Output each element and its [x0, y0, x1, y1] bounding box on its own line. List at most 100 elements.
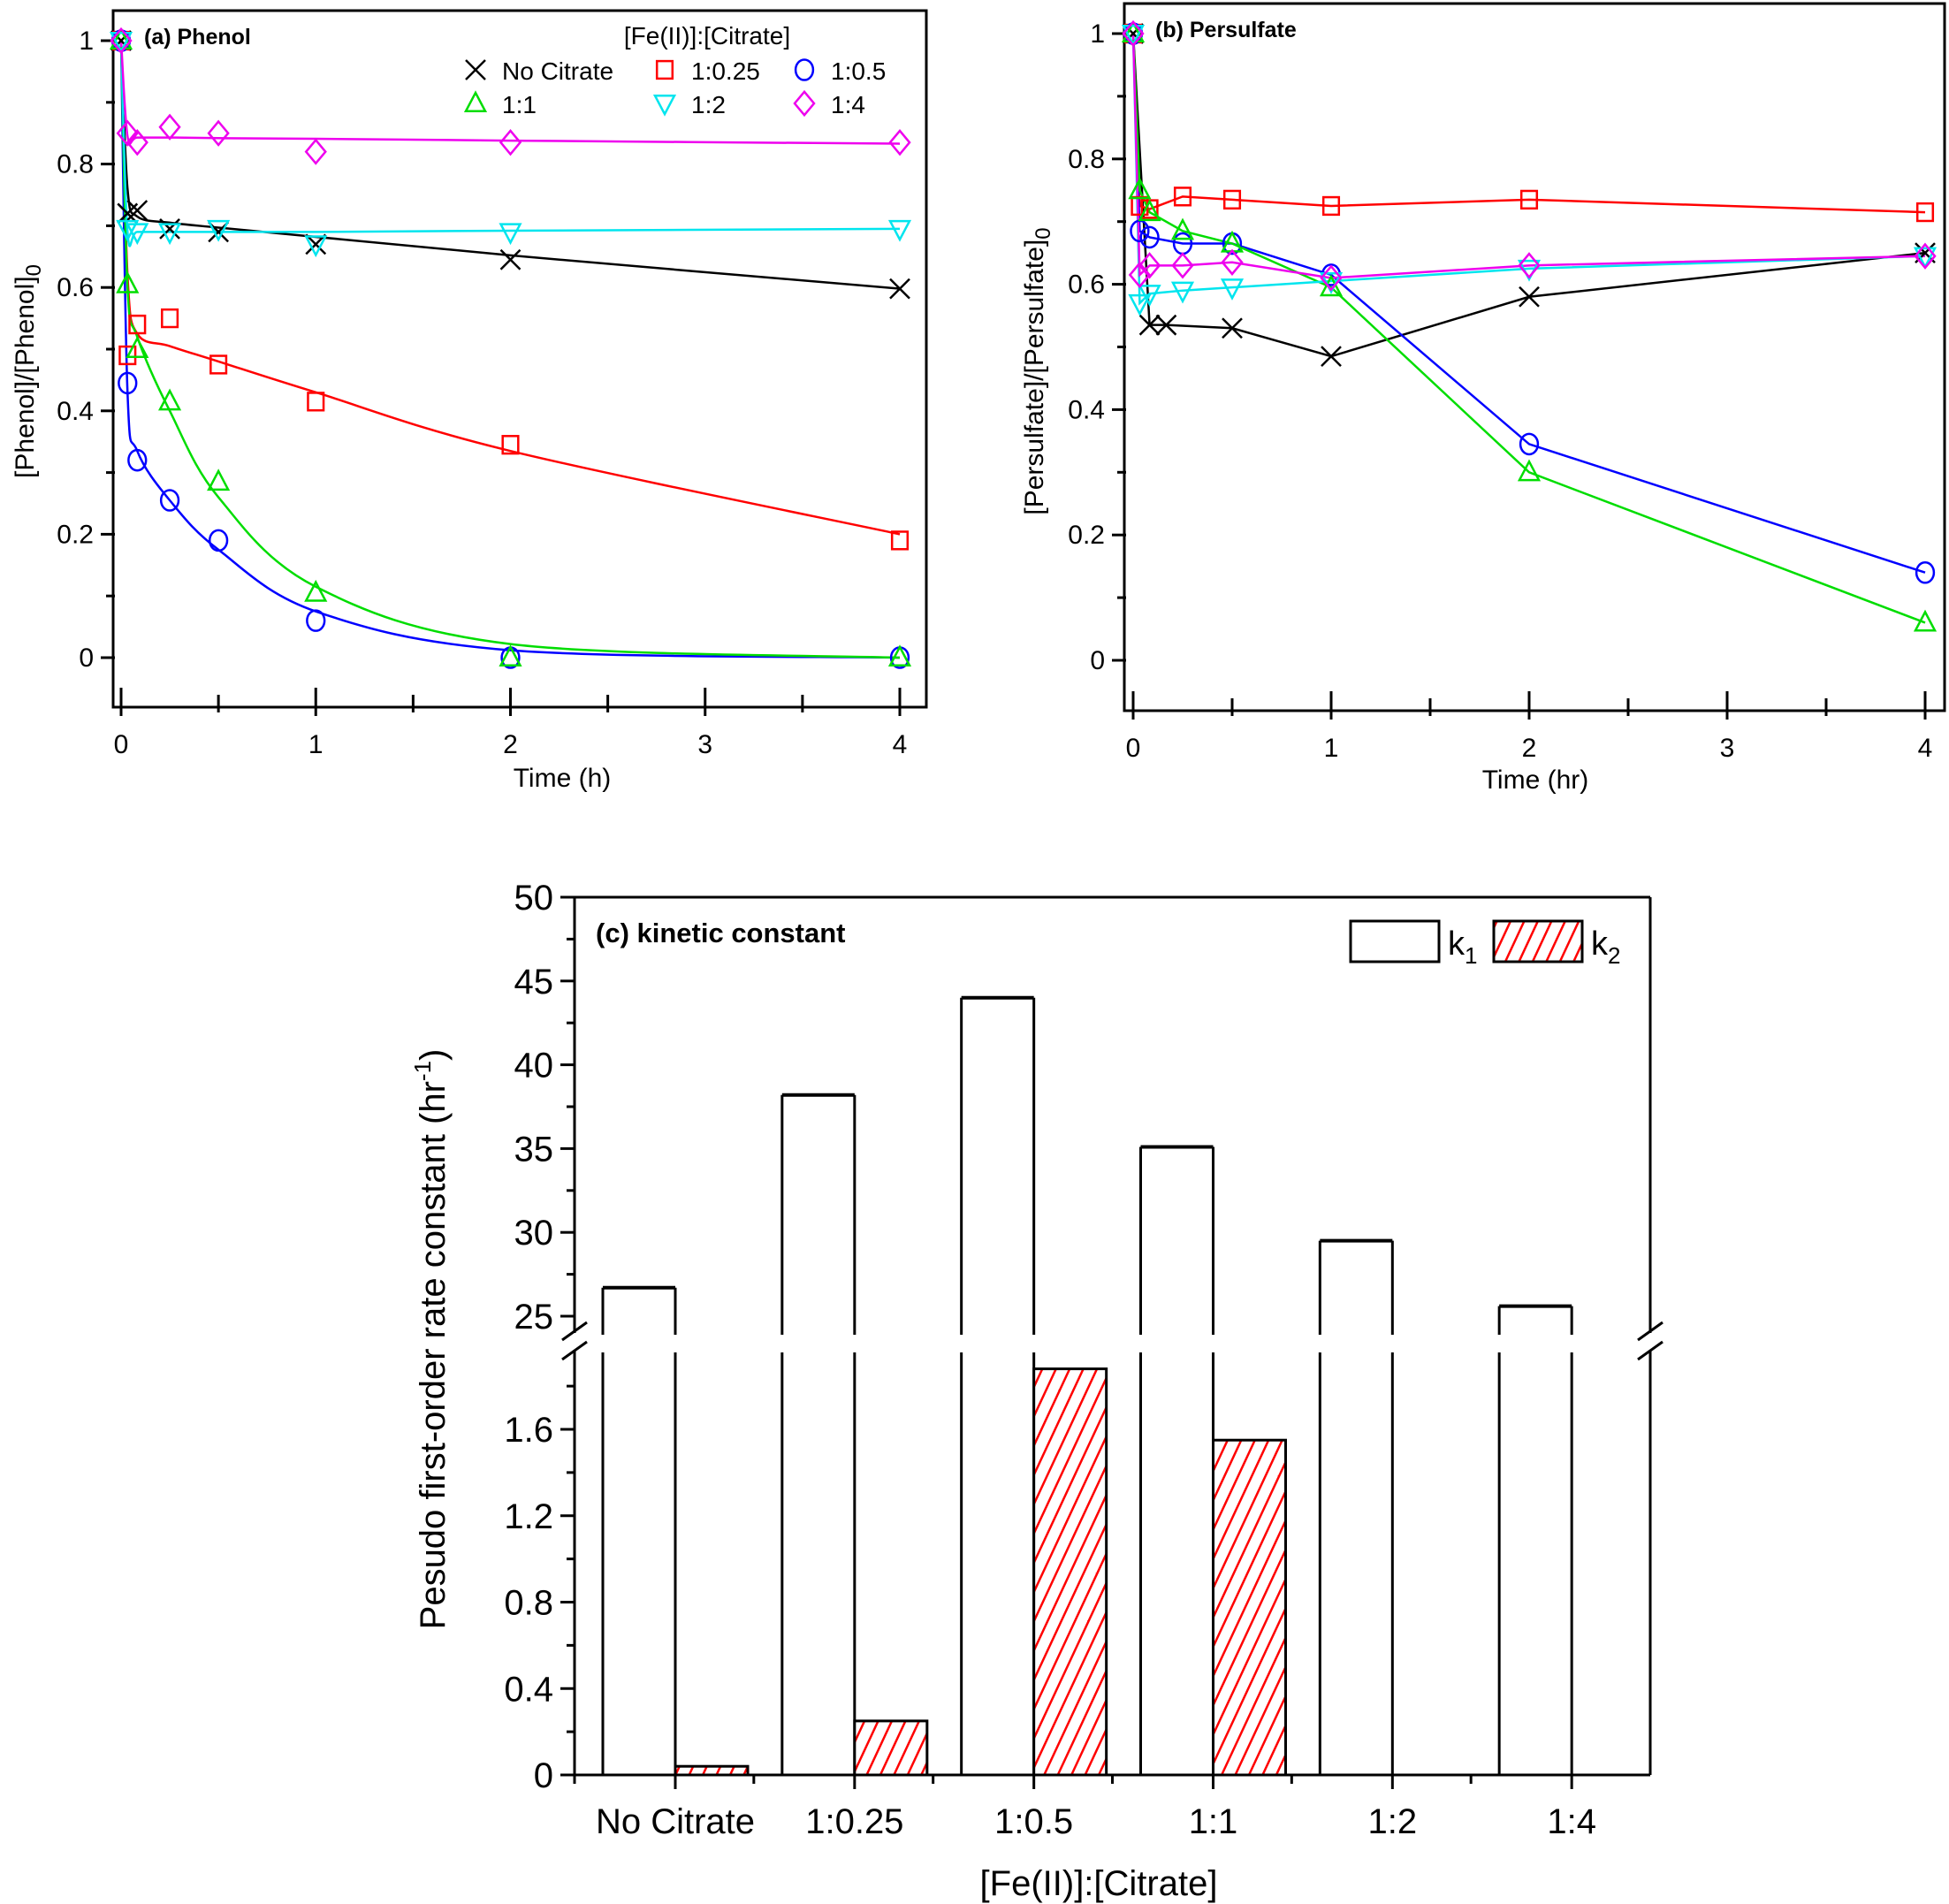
- data-point-1-1: [304, 579, 328, 602]
- data-point-1-2: [1128, 293, 1152, 316]
- data-point-1-1: [887, 644, 912, 667]
- data-point-no-citrate: [159, 218, 180, 240]
- x-tick-label: 3: [697, 730, 712, 759]
- data-point-1-0-25: [1173, 187, 1192, 207]
- series-line-no-citrate: [119, 40, 901, 290]
- data-point-1-0-25: [118, 345, 137, 366]
- legend-subscript: 2: [1608, 942, 1620, 969]
- data-point-1-4: [499, 129, 522, 156]
- bar-k2-1-0-5: [1032, 1367, 1108, 1777]
- data-point-1-0-25: [501, 435, 520, 455]
- data-point-1-2: [207, 219, 231, 242]
- marker-stroke: [126, 200, 148, 221]
- panel-c-title: (c) kinetic constant: [596, 918, 846, 948]
- x-tick-label: 0: [1126, 734, 1141, 763]
- legend-marker-1-0-25: [655, 59, 674, 80]
- x-tick-label: 2: [503, 730, 518, 759]
- legend-marker-1-2: [652, 94, 677, 117]
- data-point-1-4: [1914, 242, 1937, 270]
- data-point-1-1: [1121, 20, 1146, 43]
- x-tick-label: 1:1: [1189, 1802, 1238, 1841]
- data-point-1-4: [1320, 264, 1343, 292]
- axis-break-mark: [1637, 1321, 1664, 1342]
- marker-stroke: [1321, 346, 1342, 368]
- series-line-no-citrate: [1131, 33, 1926, 358]
- series-line-1-0-5: [1131, 33, 1926, 574]
- axis-break-mark: [561, 1340, 588, 1361]
- data-point-1-4: [1171, 252, 1194, 279]
- panel-b-persulfate: 0 0.2 0.4 0.6 0.8 1 0 1 2 3 4 (b) Persulfate Time …: [1020, 2, 1946, 795]
- data-point-1-2: [499, 223, 522, 246]
- data-point-1-0-5: [1139, 225, 1160, 249]
- data-point-1-1: [116, 270, 140, 293]
- y-tick-label: 0.2: [57, 520, 94, 549]
- data-point-1-2: [1121, 24, 1146, 47]
- y-tick-label: 1: [79, 27, 94, 56]
- x-tick-label: 1: [1324, 734, 1339, 763]
- legend-subscript: 1: [1465, 942, 1477, 969]
- legend-item-k1: k1: [1349, 919, 1477, 969]
- axis-break-mark: [561, 1321, 588, 1342]
- panel-c-kinetic-constant: 25 30 35 40 45 50 0 0.4 0.8 1.2 1.6 No Citrate 1:0.2…: [409, 879, 1664, 1903]
- data-point-1-0-5: [127, 448, 148, 472]
- data-point-1-4: [1221, 248, 1244, 276]
- data-point-1-1: [1128, 177, 1152, 200]
- legend-label: No Citrate: [502, 57, 613, 85]
- y-tick-label: 1.6: [504, 1411, 553, 1450]
- bar-k2-no-citrate: [674, 1764, 750, 1777]
- data-point-no-citrate: [1138, 314, 1161, 336]
- data-point-1-2: [126, 223, 149, 246]
- y-tick-label: 0: [79, 644, 94, 673]
- data-point-1-0-5: [208, 529, 229, 552]
- y-tick-label: 0.4: [57, 397, 94, 426]
- data-point-no-citrate: [889, 278, 910, 300]
- data-point-1-0-25: [128, 314, 147, 335]
- data-point-no-citrate: [305, 233, 327, 255]
- x-tick-label: 4: [1918, 734, 1933, 763]
- legend-label: k1: [1448, 925, 1477, 969]
- legend-marker-1-1: [463, 90, 488, 113]
- panel-c-bars: [601, 995, 1573, 1777]
- panel-b-y-axis-label: [Persulfate]/[Persulfate]0: [1020, 227, 1055, 514]
- legend-swatch: [1349, 919, 1441, 963]
- data-point-1-2: [116, 219, 140, 242]
- x-tick-label: 4: [893, 730, 908, 759]
- legend-label: k2: [1591, 925, 1620, 969]
- marker-stroke: [159, 218, 180, 240]
- panel-a-markers: [109, 27, 912, 669]
- y-tick-label: 40: [514, 1047, 554, 1085]
- data-point-1-1: [109, 27, 133, 50]
- y-tick-label: 0.4: [1068, 395, 1105, 424]
- panel-c-axes: 25 30 35 40 45 50 0 0.4 0.8 1.2 1.6 No Citrate 1:0.2…: [504, 879, 1664, 1841]
- y-tick-label: 0.8: [1068, 145, 1105, 174]
- bar-k2-1-1: [1212, 1438, 1287, 1777]
- data-point-1-0-25: [209, 354, 228, 375]
- legend-swatch: [1492, 919, 1584, 963]
- legend-marker-1-4: [793, 89, 816, 118]
- data-point-1-4: [116, 119, 139, 147]
- data-point-1-2: [1170, 281, 1195, 304]
- data-point-1-1: [126, 336, 149, 359]
- data-point-1-4: [888, 129, 911, 156]
- panel-a-fit-lines: [119, 40, 901, 659]
- bar-k1-1-0-5: [960, 995, 1036, 1775]
- legend-item-1-0-5: 1:0.5: [794, 57, 886, 85]
- data-point-1-2: [109, 31, 133, 54]
- panel-b-markers: [1121, 19, 1938, 632]
- y-tick-label: 0.6: [57, 273, 94, 302]
- data-point-1-1: [1517, 459, 1542, 482]
- y-tick-label: 0.6: [1068, 270, 1105, 300]
- legend-item-1-4: 1:4: [793, 89, 865, 118]
- bar-k1-1-4: [1497, 1304, 1573, 1775]
- y-tick-label: 0.8: [57, 150, 94, 179]
- x-tick-label: 1:0.5: [994, 1802, 1073, 1841]
- panel-a-x-axis-label: Time (h): [514, 764, 612, 793]
- y-tick-label: 0: [534, 1756, 553, 1795]
- x-tick-label: 1:2: [1368, 1802, 1418, 1841]
- panel-b-title: (b) Persulfate: [1155, 18, 1297, 42]
- data-point-1-2: [887, 219, 912, 242]
- marker-stroke: [499, 248, 522, 270]
- series-line-1-2: [119, 40, 901, 248]
- data-point-1-0-25: [1222, 189, 1242, 210]
